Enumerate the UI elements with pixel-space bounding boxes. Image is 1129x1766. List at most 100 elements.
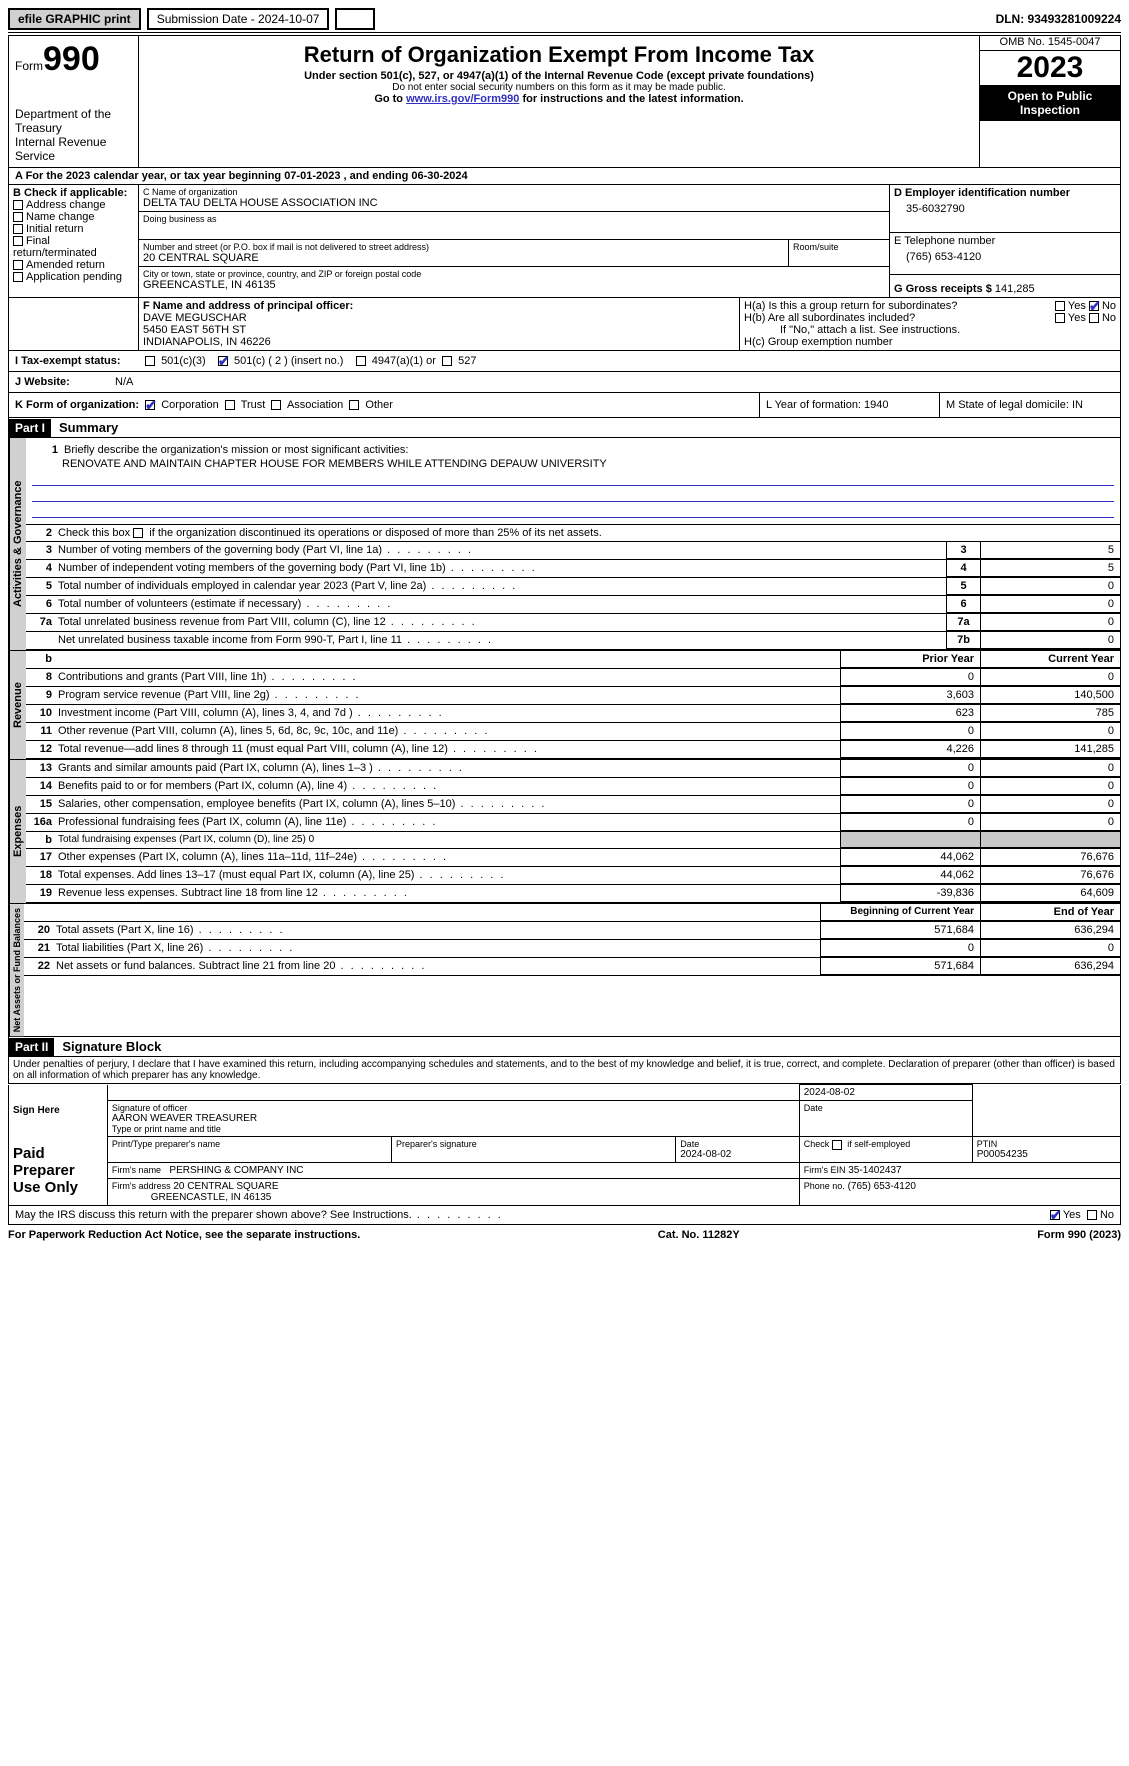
gov-line-7a: 7aTotal unrelated business revenue from … <box>26 614 1120 632</box>
na-line-21: 21Total liabilities (Part X, line 26)00 <box>24 940 1120 958</box>
klm-row: K Form of organization: Corporation Trus… <box>8 393 1121 418</box>
box-b: B Check if applicable: Address change Na… <box>9 185 139 297</box>
cb-501c3[interactable] <box>145 356 155 366</box>
officer-label: F Name and address of principal officer: <box>143 300 735 312</box>
col-b: b <box>26 651 54 668</box>
assoc-lbl: Association <box>287 399 343 411</box>
sign-here-label: Sign Here <box>9 1085 108 1137</box>
4947-lbl: 4947(a)(1) or <box>372 355 436 367</box>
ssn-note: Do not enter social security numbers on … <box>145 82 973 93</box>
opt-name: Name change <box>26 211 95 223</box>
may-irs-no[interactable] <box>1087 1210 1097 1220</box>
page-footer: For Paperwork Reduction Act Notice, see … <box>8 1229 1121 1241</box>
form-prefix: Form <box>15 59 43 73</box>
cb-name-change[interactable]: Name change <box>13 211 134 223</box>
sig-officer-label: Signature of officer <box>112 1103 795 1113</box>
formorg-label: K Form of organization: <box>15 399 139 411</box>
opt-final: Final return/terminated <box>13 235 97 259</box>
paid-preparer-label: Paid Preparer Use Only <box>9 1137 108 1206</box>
side-revenue: Revenue <box>9 651 26 759</box>
cb-assoc[interactable] <box>271 400 281 410</box>
firm-addr-label: Firm's address <box>112 1181 171 1191</box>
state-domicile: M State of legal domicile: IN <box>940 393 1120 417</box>
yes3: Yes <box>1063 1209 1081 1221</box>
cb-initial-return[interactable]: Initial return <box>13 223 134 235</box>
ptin-value: P00054235 <box>977 1149 1028 1160</box>
gross-label: G Gross receipts $ <box>894 283 992 295</box>
fh-row: F Name and address of principal officer:… <box>8 298 1121 351</box>
cb-discontinued[interactable] <box>133 528 143 538</box>
firm-name: PERSHING & COMPANY INC <box>169 1165 303 1176</box>
revenue-section: Revenue b Prior Year Current Year 8Contr… <box>8 651 1121 760</box>
year-formation: L Year of formation: 1940 <box>760 393 940 417</box>
cb-address-change[interactable]: Address change <box>13 199 134 211</box>
cb-527[interactable] <box>442 356 452 366</box>
hb-note: If "No," attach a list. See instructions… <box>744 324 1116 336</box>
firm-ein: 35-1402437 <box>848 1165 901 1176</box>
cb-other[interactable] <box>349 400 359 410</box>
rev-line-8: 8Contributions and grants (Part VIII, li… <box>26 669 1120 687</box>
ha-yes[interactable] <box>1055 301 1065 311</box>
year-box: OMB No. 1545-0047 2023 Open to Public In… <box>980 36 1120 167</box>
rev-line-9: 9Program service revenue (Part VIII, lin… <box>26 687 1120 705</box>
sig-officer: AARON WEAVER TREASURER <box>112 1113 795 1124</box>
cb-corp[interactable] <box>145 400 155 410</box>
org-name: DELTA TAU DELTA HOUSE ASSOCIATION INC <box>143 197 885 209</box>
cb-trust[interactable] <box>225 400 235 410</box>
na-line-20: 20Total assets (Part X, line 16)571,6846… <box>24 922 1120 940</box>
netassets-section: Net Assets or Fund Balances Beginning of… <box>8 904 1121 1037</box>
period-line: A For the 2023 calendar year, or tax yea… <box>8 168 1121 185</box>
form-title: Return of Organization Exempt From Incom… <box>145 42 973 68</box>
na-hdr1: Beginning of Current Year <box>820 904 980 921</box>
no-lbl2: No <box>1102 312 1116 324</box>
name-label: C Name of organization <box>143 187 885 197</box>
cat-no: Cat. No. 11282Y <box>658 1229 740 1241</box>
form-header: Form990 Department of the Treasury Inter… <box>8 35 1121 168</box>
hb-yes[interactable] <box>1055 313 1065 323</box>
cb-final-return[interactable]: Final return/terminated <box>13 235 134 259</box>
sig-type-label: Type or print name and title <box>112 1124 795 1134</box>
opt-amended: Amended return <box>26 259 105 271</box>
opt-pending: Application pending <box>26 271 122 283</box>
cb-app-pending[interactable]: Application pending <box>13 271 134 283</box>
tax-year: 2023 <box>980 51 1120 85</box>
prep-sig-label: Preparer's signature <box>396 1139 671 1149</box>
hb-label: H(b) Are all subordinates included? <box>744 312 1055 324</box>
gov-line-7b: Net unrelated business taxable income fr… <box>26 632 1120 650</box>
tax-exempt-row: I Tax-exempt status: 501(c)(3) 501(c) ( … <box>8 351 1121 372</box>
efile-button[interactable]: efile GRAPHIC print <box>8 8 141 30</box>
corp-lbl: Corporation <box>161 399 218 411</box>
exp-line-18: 18Total expenses. Add lines 13–17 (must … <box>26 867 1120 885</box>
officer-street: 5450 EAST 56TH ST <box>143 324 735 336</box>
rev-line-11: 11Other revenue (Part VIII, column (A), … <box>26 723 1120 741</box>
hb-no[interactable] <box>1089 313 1099 323</box>
room-label: Room/suite <box>793 242 885 252</box>
501c3-lbl: 501(c)(3) <box>161 355 206 367</box>
cb-4947[interactable] <box>356 356 366 366</box>
may-irs-row: May the IRS discuss this return with the… <box>8 1206 1121 1225</box>
exp-line-19: 19Revenue less expenses. Subtract line 1… <box>26 885 1120 903</box>
other-lbl: Other <box>365 399 393 411</box>
goto-link[interactable]: www.irs.gov/Form990 <box>406 93 519 105</box>
no3: No <box>1100 1209 1114 1221</box>
part2-badge: Part II <box>9 1038 54 1056</box>
exp-line-15: 15Salaries, other compensation, employee… <box>26 796 1120 814</box>
side-netassets: Net Assets or Fund Balances <box>9 904 24 1036</box>
may-irs-yes[interactable] <box>1050 1210 1060 1220</box>
exp-line-16a: 16aProfessional fundraising fees (Part I… <box>26 814 1120 832</box>
ha-no[interactable] <box>1089 301 1099 311</box>
dln: DLN: 93493281009224 <box>996 12 1121 26</box>
ptin-label: PTIN <box>977 1139 1116 1149</box>
top-bar: efile GRAPHIC print Submission Date - 20… <box>8 8 1121 33</box>
cb-amended[interactable]: Amended return <box>13 259 134 271</box>
gov-line-6: 6Total number of volunteers (estimate if… <box>26 596 1120 614</box>
box-b-label: B Check if applicable: <box>13 187 134 199</box>
org-info-grid: B Check if applicable: Address change Na… <box>8 185 1121 298</box>
ein-label: D Employer identification number <box>894 187 1116 199</box>
cb-501c[interactable] <box>218 356 228 366</box>
cb-self-employed[interactable] <box>832 1140 842 1150</box>
form-ref: Form 990 (2023) <box>1037 1229 1121 1241</box>
mission-text: RENOVATE AND MAINTAIN CHAPTER HOUSE FOR … <box>32 458 1114 470</box>
rev-line-10: 10Investment income (Part VIII, column (… <box>26 705 1120 723</box>
subtitle: Under section 501(c), 527, or 4947(a)(1)… <box>145 70 973 82</box>
